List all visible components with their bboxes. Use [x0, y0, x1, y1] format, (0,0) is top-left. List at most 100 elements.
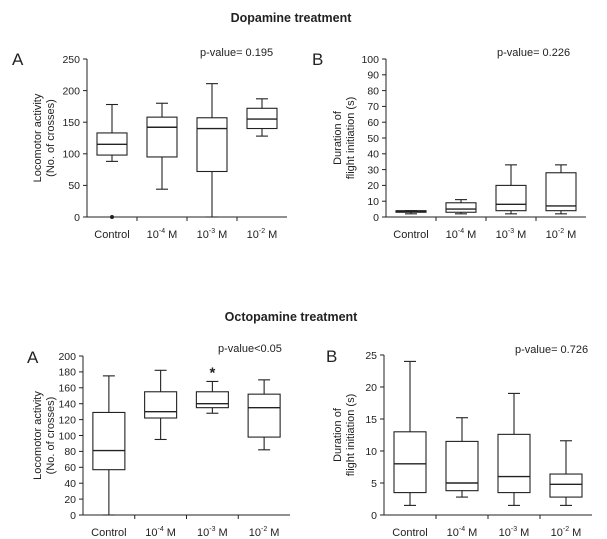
y-tick-label: 160	[58, 383, 76, 395]
box-plot-1	[146, 102, 178, 190]
y-axis-title: (No. of crosses)	[45, 99, 57, 177]
box-plot-1	[445, 199, 477, 215]
box-plot-3	[246, 98, 278, 137]
box-plot-0	[96, 103, 128, 219]
section-title-octopamine: Octopamine treatment	[225, 310, 359, 324]
y-tick-label: 0	[373, 212, 379, 224]
panel-letter: B	[312, 50, 323, 69]
y-tick-label: 100	[62, 149, 80, 161]
iqr-box	[146, 116, 178, 158]
p-value-label: p-value= 0.226	[497, 47, 570, 59]
x-category-label: Control	[91, 527, 126, 539]
y-tick-label: 0	[74, 212, 80, 224]
panel-letter: A	[27, 348, 39, 367]
y-tick-label: 60	[64, 462, 76, 474]
y-tick-label: 90	[367, 70, 379, 82]
y-axis-title: (No. of crosses)	[45, 397, 57, 475]
box-plot-0	[395, 210, 427, 215]
iqr-box	[195, 391, 229, 409]
iqr-box	[247, 393, 281, 438]
y-tick-label: 0	[371, 510, 377, 522]
y-axis-title: Locomotor activity	[32, 391, 44, 480]
significance-marker: *	[209, 364, 215, 381]
y-tick-label: 80	[367, 85, 379, 97]
category-unit: M	[564, 229, 576, 241]
category-unit: M	[517, 527, 529, 539]
y-tick-label: 60	[367, 117, 379, 129]
box-plot-3	[545, 164, 577, 215]
y-tick-label: 50	[367, 133, 379, 145]
iqr-box	[92, 411, 126, 471]
category-unit: M	[569, 527, 581, 539]
iqr-box	[144, 391, 178, 419]
category-base: 10	[247, 229, 259, 241]
box-plot-2	[195, 380, 229, 414]
y-tick-label: 20	[64, 494, 76, 506]
iqr-box	[393, 431, 427, 494]
y-tick-label: 70	[367, 101, 379, 113]
category-exponent: -4	[159, 228, 165, 235]
y-tick-label: 80	[64, 446, 76, 458]
iqr-box	[495, 184, 527, 212]
y-tick-label: 100	[58, 430, 76, 442]
box-plot-2	[495, 164, 527, 215]
y-tick-label: 250	[62, 54, 80, 66]
box-plot-3	[549, 440, 583, 506]
category-unit: M	[215, 229, 227, 241]
y-tick-label: 25	[365, 350, 377, 362]
x-category-label: 10-3 M	[197, 526, 228, 539]
category-unit: M	[265, 229, 277, 241]
category-base: 10	[551, 527, 563, 539]
category-base: 10	[499, 527, 511, 539]
category-exponent: -2	[259, 228, 265, 235]
p-value-label: p-value= 0.726	[515, 344, 588, 356]
y-axis-title: flight initiation (s)	[345, 394, 357, 477]
box-plot-0	[393, 360, 427, 506]
panel-letter: A	[12, 50, 24, 69]
y-tick-label: 100	[361, 54, 379, 66]
category-base: 10	[546, 229, 558, 241]
p-value-label: p-value<0.05	[218, 343, 282, 355]
y-tick-label: 200	[62, 85, 80, 97]
x-category-label: 10-3 M	[496, 228, 527, 241]
y-tick-label: 140	[58, 399, 76, 411]
category-exponent: -2	[563, 526, 569, 533]
iqr-box	[196, 117, 228, 173]
category-base: 10	[496, 229, 508, 241]
iqr-box	[445, 202, 477, 213]
x-category-label: 10-2 M	[551, 526, 582, 539]
y-tick-label: 10	[367, 196, 379, 208]
category-unit: M	[165, 229, 177, 241]
x-category-label: 10-4 M	[447, 526, 478, 539]
y-tick-label: 40	[367, 149, 379, 161]
y-tick-label: 20	[365, 382, 377, 394]
box-plot-1	[144, 369, 178, 441]
y-tick-label: 180	[58, 367, 76, 379]
category-exponent: -4	[458, 228, 464, 235]
box-plot-1	[445, 417, 479, 498]
x-category-label: 10-4 M	[446, 228, 477, 241]
category-base: 10	[446, 229, 458, 241]
y-tick-label: 30	[367, 164, 379, 176]
category-exponent: -4	[158, 526, 164, 533]
x-category-label: 10-2 M	[546, 228, 577, 241]
x-category-label: 10-4 M	[147, 228, 178, 241]
category-base: 10	[197, 527, 209, 539]
category-exponent: -3	[209, 228, 215, 235]
y-tick-label: 200	[58, 351, 76, 363]
box-plot-0	[92, 375, 126, 516]
panel-letter: B	[326, 347, 337, 366]
x-category-label: 10-2 M	[247, 228, 278, 241]
x-category-label: 10-3 M	[499, 526, 530, 539]
category-base: 10	[447, 527, 459, 539]
y-tick-label: 10	[365, 446, 377, 458]
p-value-label: p-value= 0.195	[200, 47, 273, 59]
category-base: 10	[147, 229, 159, 241]
category-exponent: -2	[558, 228, 564, 235]
